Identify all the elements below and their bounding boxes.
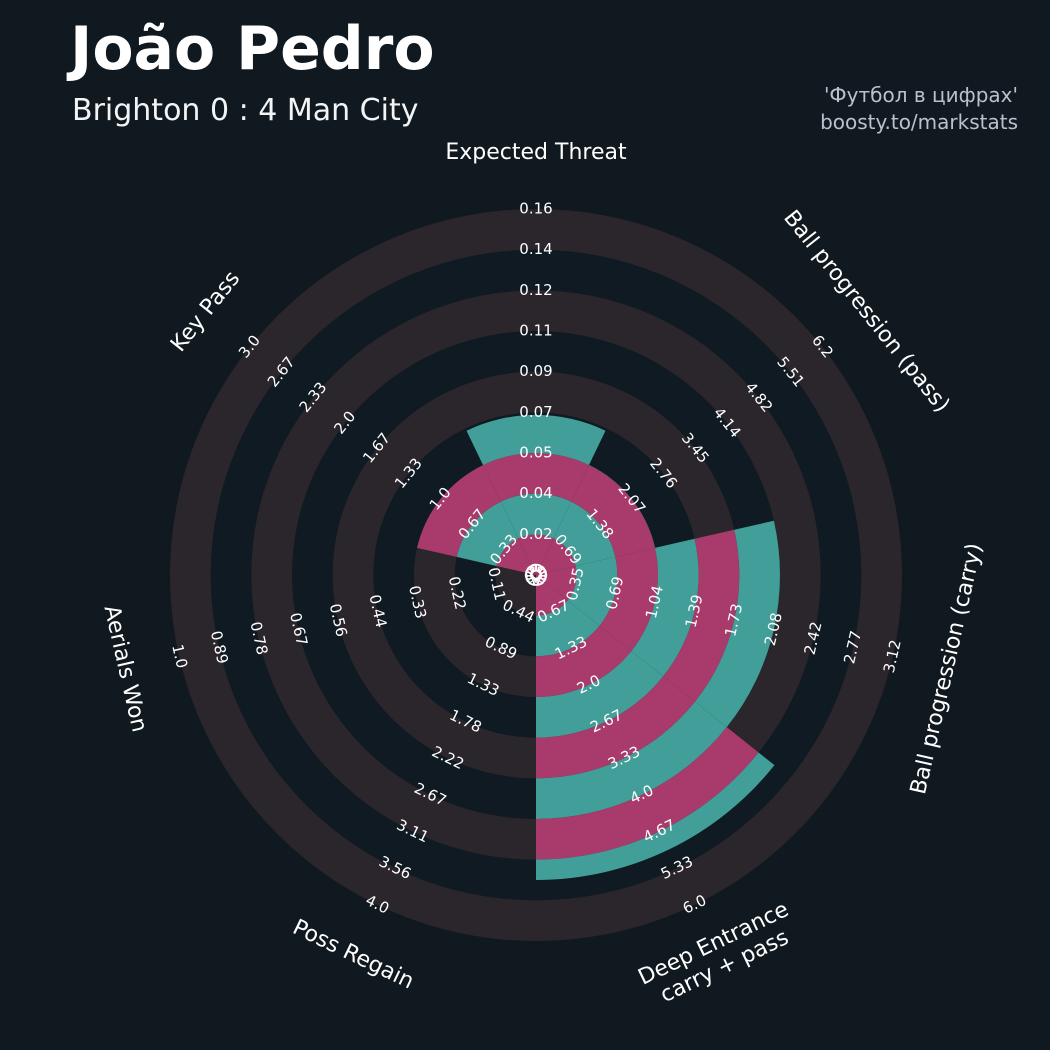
axis-label-line: Poss Regain (289, 915, 418, 994)
tick-label: 0.02 (519, 525, 552, 543)
wedge-band (571, 465, 655, 557)
axis-label: Ball progression (carry) (906, 541, 988, 797)
axis-label: Poss Regain (289, 915, 418, 994)
tick-label: 0.16 (519, 200, 552, 218)
wedge-band (536, 727, 759, 860)
wedge-band (631, 538, 699, 677)
match-subtitle: Brighton 0 : 4 Man City (72, 93, 419, 128)
wedge-band (694, 520, 780, 728)
tick-label: 1.0 (168, 643, 191, 670)
tick-label: 0.12 (519, 281, 552, 299)
tick-label: 0.0 (524, 561, 547, 588)
axis-label-line: Ball progression (carry) (906, 541, 988, 797)
wedge-band (417, 465, 501, 557)
axis-label-line: Aerials Won (98, 603, 151, 735)
wedge-band (536, 565, 577, 601)
tick-label: 0.04 (519, 484, 552, 502)
credit-line-2: boosty.to/markstats (820, 110, 1018, 134)
axis-label: Key Pass (166, 266, 245, 356)
tick-label: 0.09 (519, 362, 552, 380)
wedge-band (536, 651, 664, 738)
wedge-band (663, 529, 740, 702)
wedge-band (536, 600, 600, 657)
tick-label: 0.14 (519, 240, 552, 258)
wedge-band (599, 547, 658, 652)
wedge-band (483, 452, 589, 502)
tick-label: 0.07 (519, 403, 552, 421)
tick-label: 0.0 (524, 566, 548, 584)
tick-label: 0.05 (519, 444, 552, 462)
data-wedges (417, 414, 780, 880)
wedge-band (567, 556, 618, 626)
axis-label-line: Expected Threat (445, 140, 627, 165)
axis-label: Aerials Won (98, 603, 151, 735)
page-title: João Pedro (70, 14, 435, 84)
wedge-band (536, 575, 568, 616)
tick-label: 0.11 (519, 322, 552, 340)
axis-label-line: Key Pass (166, 266, 245, 356)
wedge-band (536, 538, 576, 575)
wedge-band (466, 414, 606, 466)
wedge-band (553, 501, 616, 566)
wedge-band (518, 534, 554, 575)
credit-line-1: 'Футбол в цифрах' (823, 83, 1018, 107)
wedge-band (536, 752, 775, 880)
tick-label: 0.0 (525, 561, 548, 588)
credit-block: 'Футбол в цифрах' boosty.to/markstats (820, 82, 1018, 136)
wedge-band (536, 625, 632, 697)
wedge-band (496, 538, 536, 575)
wedge-band (536, 676, 695, 779)
wedge-band (536, 701, 727, 819)
wedge-band (456, 501, 519, 566)
wedge-band (500, 493, 572, 539)
axis-label: Expected Threat (445, 140, 627, 165)
